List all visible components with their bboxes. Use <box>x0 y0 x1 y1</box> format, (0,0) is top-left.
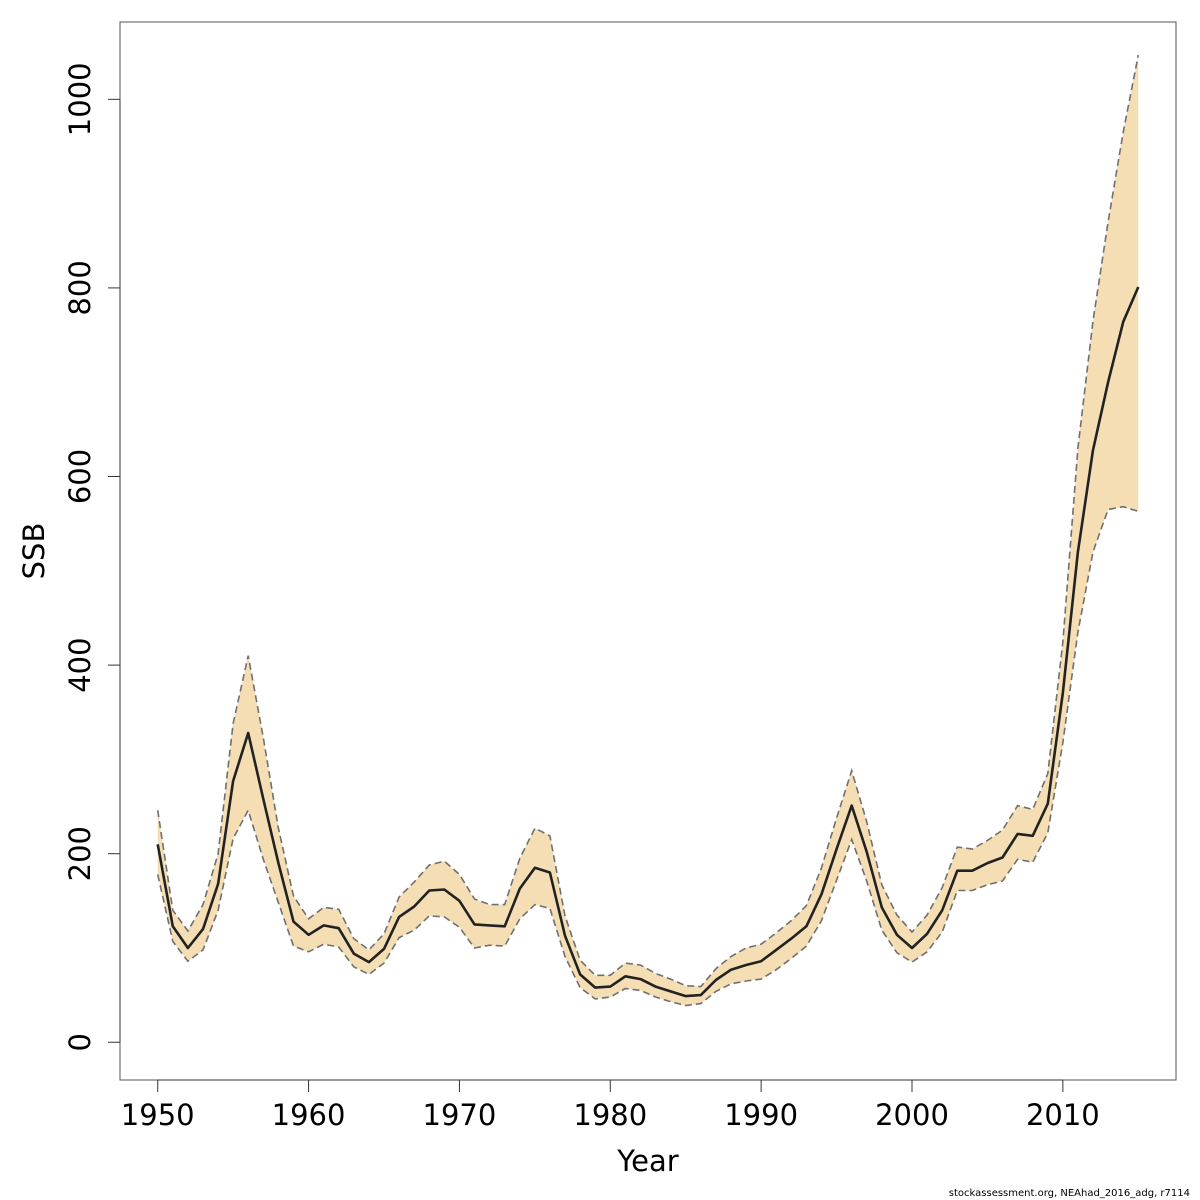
y-axis-title: SSB <box>17 523 51 580</box>
series-estimate-line <box>156 286 1140 998</box>
y-tick-label: 200 <box>63 826 97 881</box>
credit-footer: stockassessment.org, NEAhad_2016_adg, r7… <box>948 1188 1190 1199</box>
y-axis: 0 200 400 600 800 1000 <box>63 62 121 1052</box>
x-tick-label: 1970 <box>423 1098 497 1132</box>
y-tick-label: 0 <box>63 1033 97 1051</box>
series-upper-bound-line <box>156 54 1140 988</box>
y-tick-label: 600 <box>63 449 97 504</box>
y-tick-label: 400 <box>63 637 97 692</box>
x-tick-label: 2000 <box>875 1098 949 1132</box>
x-tick-label: 2010 <box>1026 1098 1100 1132</box>
series-lower-bound-line <box>156 505 1139 1007</box>
x-axis-title: Year <box>616 1144 678 1178</box>
y-tick-label: 800 <box>63 260 97 315</box>
x-tick-label: 1950 <box>121 1098 195 1132</box>
y-tick-label: 1000 <box>63 62 97 136</box>
x-tick-label: 1990 <box>724 1098 798 1132</box>
x-tick-label: 1960 <box>272 1098 346 1132</box>
x-axis: 1950 1960 1970 1980 1990 2000 2010 <box>121 1079 1100 1132</box>
series-line-layer <box>156 54 1140 1007</box>
x-tick-label: 1980 <box>573 1098 647 1132</box>
